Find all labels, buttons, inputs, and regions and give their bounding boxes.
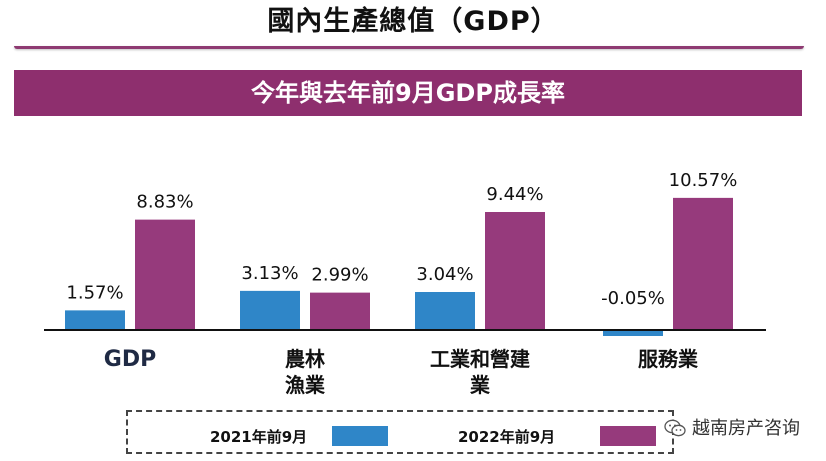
category-label-0-0: GDP	[104, 347, 156, 372]
data-label-2022-0: 8.83%	[136, 192, 193, 213]
page-title: 國內生產總值（GDP）	[267, 6, 559, 37]
bar-2021-3	[603, 330, 663, 336]
bar-2022-0	[135, 219, 195, 330]
category-label-2-1: 業	[470, 373, 491, 397]
legend-label-2021: 2021年前9月	[210, 428, 308, 446]
data-label-2022-2: 9.44%	[486, 184, 543, 205]
category-label-1-1: 漁業	[285, 373, 326, 397]
category-label-1-0: 農林	[285, 347, 325, 371]
bar-2021-1	[240, 290, 300, 330]
data-label-2022-1: 2.99%	[311, 265, 368, 286]
bar-2022-2	[485, 212, 545, 330]
watermark: 越南房产咨询	[664, 414, 800, 440]
bar-2021-0	[65, 310, 125, 330]
chart-legend: 2021年前9月 2022年前9月	[126, 410, 674, 454]
title-divider	[14, 46, 804, 49]
bar-2021-2	[415, 292, 475, 330]
data-label-2021-1: 3.13%	[241, 263, 298, 284]
bar-2022-1	[310, 292, 370, 330]
data-label-2021-2: 3.04%	[416, 264, 473, 285]
category-label-2-0: 工業和營建	[430, 347, 530, 371]
legend-swatch-2021	[332, 426, 388, 446]
data-label-2021-0: 1.57%	[66, 282, 123, 303]
growth-bar-chart: 1.57% 3.13% 3.04% -0.05% 8.83% 2.99% 9.44% 10.5…	[44, 170, 766, 397]
wechat-icon	[664, 419, 686, 437]
data-label-2022-3: 10.57%	[669, 170, 738, 191]
legend-swatch-2022	[600, 426, 656, 446]
watermark-text: 越南房产咨询	[692, 418, 800, 439]
bar-2022-3	[673, 197, 733, 330]
data-label-2021-3: -0.05%	[601, 288, 665, 309]
chart-subtitle: 今年與去年前9月GDP成長率	[14, 70, 802, 116]
legend-label-2022: 2022年前9月	[458, 428, 556, 446]
category-label-3-0: 服務業	[638, 347, 699, 371]
